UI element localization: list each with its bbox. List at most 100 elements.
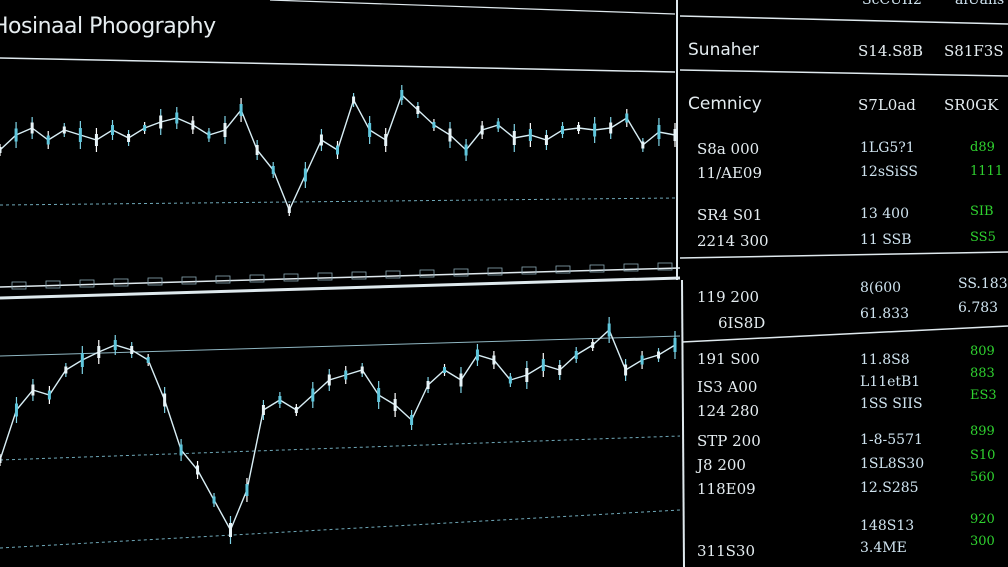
x-tick-label bbox=[181, 276, 197, 285]
x-tick-label bbox=[521, 266, 537, 275]
quote-left: 118E09 bbox=[697, 480, 756, 498]
candle-body bbox=[410, 415, 414, 425]
candle-body bbox=[475, 349, 479, 361]
candle-body bbox=[544, 135, 548, 145]
top-border bbox=[269, 0, 676, 15]
x-tick-label bbox=[555, 265, 571, 274]
candle-body bbox=[207, 131, 211, 139]
panel-row-divider bbox=[679, 251, 1008, 259]
candle-body bbox=[508, 376, 512, 384]
quote-change: SS5 bbox=[970, 230, 996, 245]
candle-body bbox=[416, 106, 420, 114]
quote-mid: 148S13 bbox=[860, 518, 915, 534]
candle-body bbox=[113, 340, 117, 350]
quote-left: 191 S00 bbox=[697, 350, 760, 368]
candle-body bbox=[641, 141, 645, 149]
candle-body bbox=[47, 390, 51, 400]
quote-mid: 12sSiSS bbox=[860, 164, 919, 180]
candle-body bbox=[80, 353, 84, 367]
x-axis-ticks bbox=[11, 262, 673, 290]
quote-mid: 13 400 bbox=[860, 206, 909, 222]
quote-left: 6IS8D bbox=[718, 314, 766, 332]
candle-body bbox=[130, 346, 134, 354]
candle-body bbox=[528, 129, 532, 141]
quote-left: 124 280 bbox=[697, 402, 760, 420]
candle-body bbox=[0, 457, 2, 463]
candle-body bbox=[525, 368, 529, 382]
candle-body bbox=[673, 129, 677, 141]
candle-body bbox=[159, 115, 163, 129]
quote-left: J8 200 bbox=[697, 456, 746, 474]
row-label: Sunaher bbox=[688, 40, 759, 60]
x-tick-label bbox=[215, 275, 231, 284]
candle-body bbox=[443, 367, 447, 373]
candle-body bbox=[245, 484, 249, 496]
candle-body bbox=[607, 323, 611, 337]
column-header: aiUans bbox=[955, 0, 1005, 8]
quote-left: S8a 000 bbox=[697, 140, 760, 158]
candle-body bbox=[512, 131, 516, 145]
level-line bbox=[0, 435, 681, 461]
bottom-price-chart bbox=[0, 317, 677, 544]
quote-change: S10 bbox=[970, 448, 996, 463]
axis-line bbox=[0, 276, 681, 300]
candle-body bbox=[97, 346, 101, 358]
quote-left: 311S30 bbox=[697, 542, 755, 560]
quote-mid: 12.S285 bbox=[860, 480, 919, 496]
candle-body bbox=[196, 465, 200, 475]
candle-body bbox=[294, 407, 298, 413]
candle-body bbox=[255, 145, 259, 155]
candle-body bbox=[31, 384, 35, 396]
x-tick-label bbox=[385, 270, 401, 279]
x-tick-label bbox=[317, 272, 333, 281]
quote-mid: 1SL8S30 bbox=[860, 456, 925, 472]
x-tick-label bbox=[147, 277, 163, 286]
quote-left: SR4 S01 bbox=[697, 206, 763, 224]
candle-body bbox=[426, 381, 430, 389]
quote-change: 899 bbox=[970, 424, 995, 439]
candle-body bbox=[223, 123, 227, 137]
x-tick-label bbox=[657, 262, 673, 271]
candle-body bbox=[336, 145, 339, 155]
candle-body bbox=[574, 351, 578, 359]
candle-body bbox=[94, 134, 98, 146]
candle-body bbox=[577, 125, 581, 131]
row-value: S14.S8B bbox=[858, 42, 923, 60]
x-tick-label bbox=[249, 274, 265, 283]
candle-body bbox=[261, 405, 265, 415]
page-title: Hosinaal Phoography bbox=[0, 14, 216, 39]
candle-body bbox=[496, 121, 500, 129]
axis-line bbox=[0, 267, 681, 288]
quote-mid: 1LG5?1 bbox=[860, 140, 915, 156]
candle-body bbox=[319, 134, 323, 146]
quote-mid: 1-8-5571 bbox=[860, 432, 923, 448]
quote-mid: 1SS SIIS bbox=[860, 396, 923, 412]
level-line bbox=[0, 509, 681, 549]
candle-body bbox=[352, 96, 356, 104]
level-line bbox=[0, 197, 676, 206]
quote-left: 119 200 bbox=[697, 288, 760, 306]
quote-mid: 8(600 bbox=[860, 280, 902, 296]
candle-body bbox=[448, 128, 452, 142]
candle-body bbox=[14, 128, 18, 142]
dashed-levels bbox=[0, 197, 681, 549]
candle-body bbox=[432, 122, 436, 128]
candle-body bbox=[30, 122, 34, 134]
quote-change: 6.783 bbox=[958, 300, 999, 316]
quote-mid: 3.4ME bbox=[860, 540, 907, 556]
x-tick-label bbox=[453, 268, 469, 277]
candle-body bbox=[400, 90, 404, 100]
candle-body bbox=[561, 126, 564, 134]
candle-body bbox=[377, 388, 381, 402]
quote-change: 300 bbox=[970, 534, 995, 549]
candle-body bbox=[558, 365, 562, 375]
row-value: S7L0ad bbox=[858, 96, 916, 114]
candle-body bbox=[303, 168, 307, 182]
candle-body bbox=[593, 123, 597, 137]
quote-change: d89 bbox=[970, 140, 995, 155]
quote-left: STP 200 bbox=[697, 432, 761, 450]
quote-mid: 11 SSB bbox=[860, 232, 912, 248]
column-header: ScCUII2 bbox=[862, 0, 922, 8]
candle-body bbox=[360, 366, 364, 374]
candle-body bbox=[624, 364, 628, 376]
